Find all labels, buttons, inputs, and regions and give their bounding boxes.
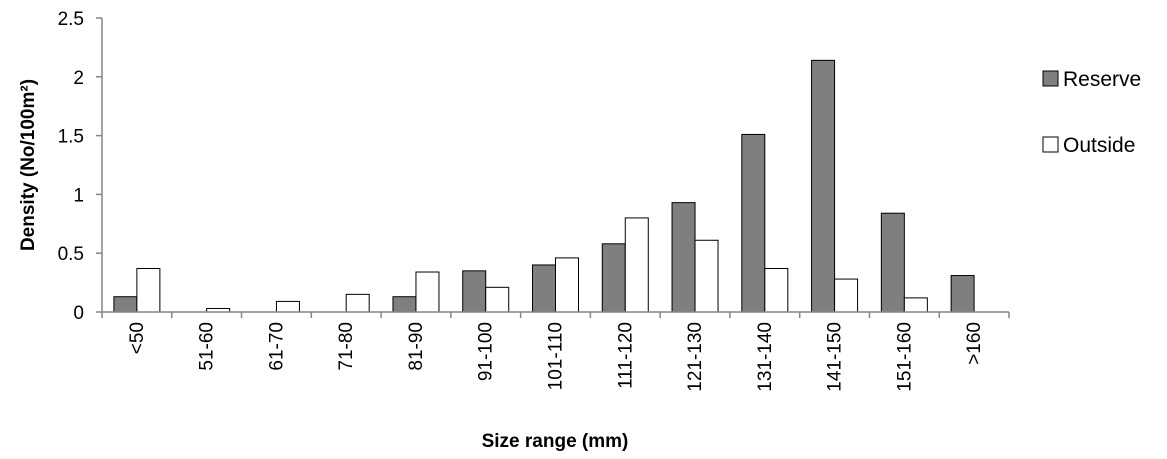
x-tick-label: 111-120: [615, 322, 636, 389]
bar-reserve: [880, 212, 905, 313]
bar-outside: [624, 217, 649, 313]
y-tick-label: 1.5: [58, 127, 84, 148]
x-tick-label: 91-100: [476, 322, 497, 381]
legend-label-outside: Outside: [1063, 134, 1135, 157]
bar-outside: [555, 257, 579, 313]
y-tick-label: 2: [73, 68, 84, 89]
x-tick-label: <50: [127, 322, 148, 354]
bar-outside: [275, 300, 300, 313]
x-axis-title: Size range (mm): [482, 431, 629, 452]
x-tick-label: 121-130: [685, 322, 706, 392]
bar-outside: [834, 278, 859, 313]
legend-swatch-reserve: [1042, 70, 1059, 87]
bar-reserve: [462, 270, 487, 313]
y-tick-label: 2.5: [58, 9, 84, 30]
bars-layer: [113, 59, 975, 313]
bar-reserve: [113, 296, 138, 313]
y-tick-label: 1: [73, 185, 84, 206]
bar-outside: [903, 297, 928, 313]
legend-item-outside: Outside: [1042, 134, 1135, 157]
bar-reserve: [950, 275, 975, 313]
bar-outside: [485, 286, 510, 313]
x-tick-label: 151-160: [894, 322, 915, 392]
bar-reserve: [811, 59, 836, 313]
x-tick-label: 71-80: [336, 322, 357, 371]
bar-reserve: [392, 296, 417, 313]
bar-outside: [136, 267, 161, 313]
y-tick-label: 0.5: [58, 244, 84, 265]
x-tick-label: 131-140: [755, 322, 776, 392]
x-tick-label: >160: [964, 322, 985, 365]
x-ticks: <50 51-60 61-70 71-80 81-90 91-100 101-110 111-…: [101, 312, 1010, 392]
legend-item-reserve: Reserve: [1042, 68, 1141, 91]
x-tick-label: 101-110: [546, 322, 567, 390]
x-tick-label: 61-70: [266, 322, 287, 371]
bar-outside: [345, 293, 370, 313]
axes-layer: [101, 18, 1009, 313]
bar-reserve: [671, 202, 696, 313]
x-tick-label: 81-90: [406, 322, 427, 371]
legend-label-reserve: Reserve: [1063, 68, 1141, 91]
y-axis-title: Density (No/100m²): [18, 79, 39, 251]
bar-reserve: [601, 243, 626, 313]
bar-outside: [764, 267, 789, 313]
y-tick-label: 0: [73, 303, 84, 324]
y-ticks: 0 0.5 1 1.5 2 2.5: [58, 9, 102, 324]
legend-swatch-outside: [1042, 136, 1059, 153]
bar-reserve: [741, 133, 766, 313]
bar-outside: [694, 239, 719, 313]
bar-outside: [415, 271, 440, 313]
x-tick-label: 141-150: [825, 322, 846, 392]
bar-reserve: [532, 264, 556, 313]
legend: Reserve Outside: [1042, 68, 1141, 157]
x-tick-label: 51-60: [197, 322, 218, 371]
